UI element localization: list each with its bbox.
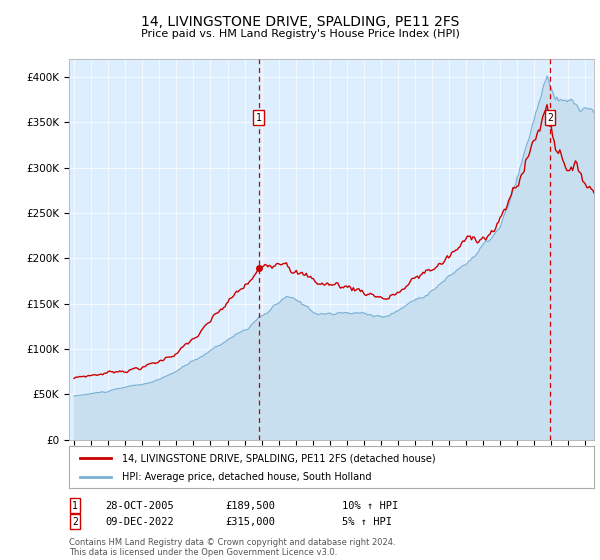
Text: 28-OCT-2005: 28-OCT-2005	[105, 501, 174, 511]
Text: Contains HM Land Registry data © Crown copyright and database right 2024.
This d: Contains HM Land Registry data © Crown c…	[69, 538, 395, 557]
Text: 1: 1	[256, 113, 262, 123]
Text: 1: 1	[72, 501, 78, 511]
Text: 14, LIVINGSTONE DRIVE, SPALDING, PE11 2FS (detached house): 14, LIVINGSTONE DRIVE, SPALDING, PE11 2F…	[121, 453, 435, 463]
Text: HPI: Average price, detached house, South Holland: HPI: Average price, detached house, Sout…	[121, 472, 371, 482]
Text: £315,000: £315,000	[225, 517, 275, 527]
Text: 2: 2	[72, 517, 78, 527]
Text: 5% ↑ HPI: 5% ↑ HPI	[342, 517, 392, 527]
Text: 2: 2	[547, 113, 553, 123]
Text: 09-DEC-2022: 09-DEC-2022	[105, 517, 174, 527]
Text: 14, LIVINGSTONE DRIVE, SPALDING, PE11 2FS: 14, LIVINGSTONE DRIVE, SPALDING, PE11 2F…	[141, 15, 459, 29]
Text: Price paid vs. HM Land Registry's House Price Index (HPI): Price paid vs. HM Land Registry's House …	[140, 29, 460, 39]
Text: £189,500: £189,500	[225, 501, 275, 511]
Text: 10% ↑ HPI: 10% ↑ HPI	[342, 501, 398, 511]
